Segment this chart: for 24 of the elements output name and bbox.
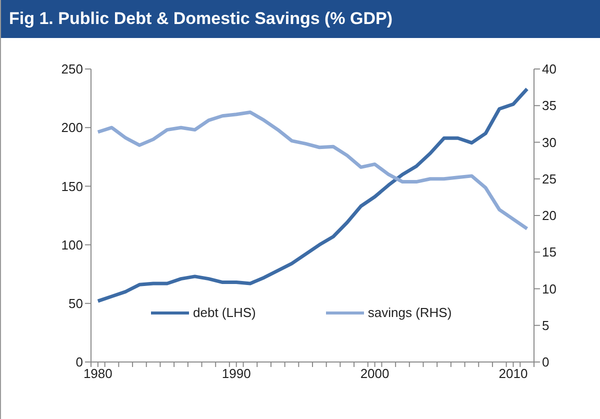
line-series xyxy=(96,110,529,230)
y-tick-label: 250 xyxy=(61,62,83,77)
y-tick-label: 0 xyxy=(76,354,83,370)
x-tick-label: 1990 xyxy=(222,366,251,382)
y2-tick-label: 15 xyxy=(542,244,556,260)
y-tick-label: 50 xyxy=(68,296,83,312)
chart-title: Fig 1. Public Debt & Domestic Savings (% GDP) xyxy=(1,0,600,38)
line-series xyxy=(96,87,529,303)
y-tick-label: 150 xyxy=(61,178,83,194)
y2-tick-label: 35 xyxy=(542,98,556,114)
y-tick-label: 200 xyxy=(61,120,83,136)
y2-tick-label: 0 xyxy=(542,354,550,370)
legend-label: savings (RHS) xyxy=(368,305,452,320)
x-tick-label: 2000 xyxy=(360,366,390,382)
y2-tick-label: 25 xyxy=(542,171,556,186)
y2-tick-label: 5 xyxy=(542,318,550,333)
y2-tick-label: 20 xyxy=(542,208,556,224)
x-tick-label: 1980 xyxy=(83,366,112,382)
y-tick-label: 100 xyxy=(61,237,83,252)
y2-tick-label: 40 xyxy=(542,62,556,77)
y2-tick-label: 30 xyxy=(542,134,556,150)
y2-tick-label: 10 xyxy=(542,281,556,296)
x-tick-label: 2010 xyxy=(498,366,528,382)
legend-label: debt (LHS) xyxy=(193,305,256,320)
